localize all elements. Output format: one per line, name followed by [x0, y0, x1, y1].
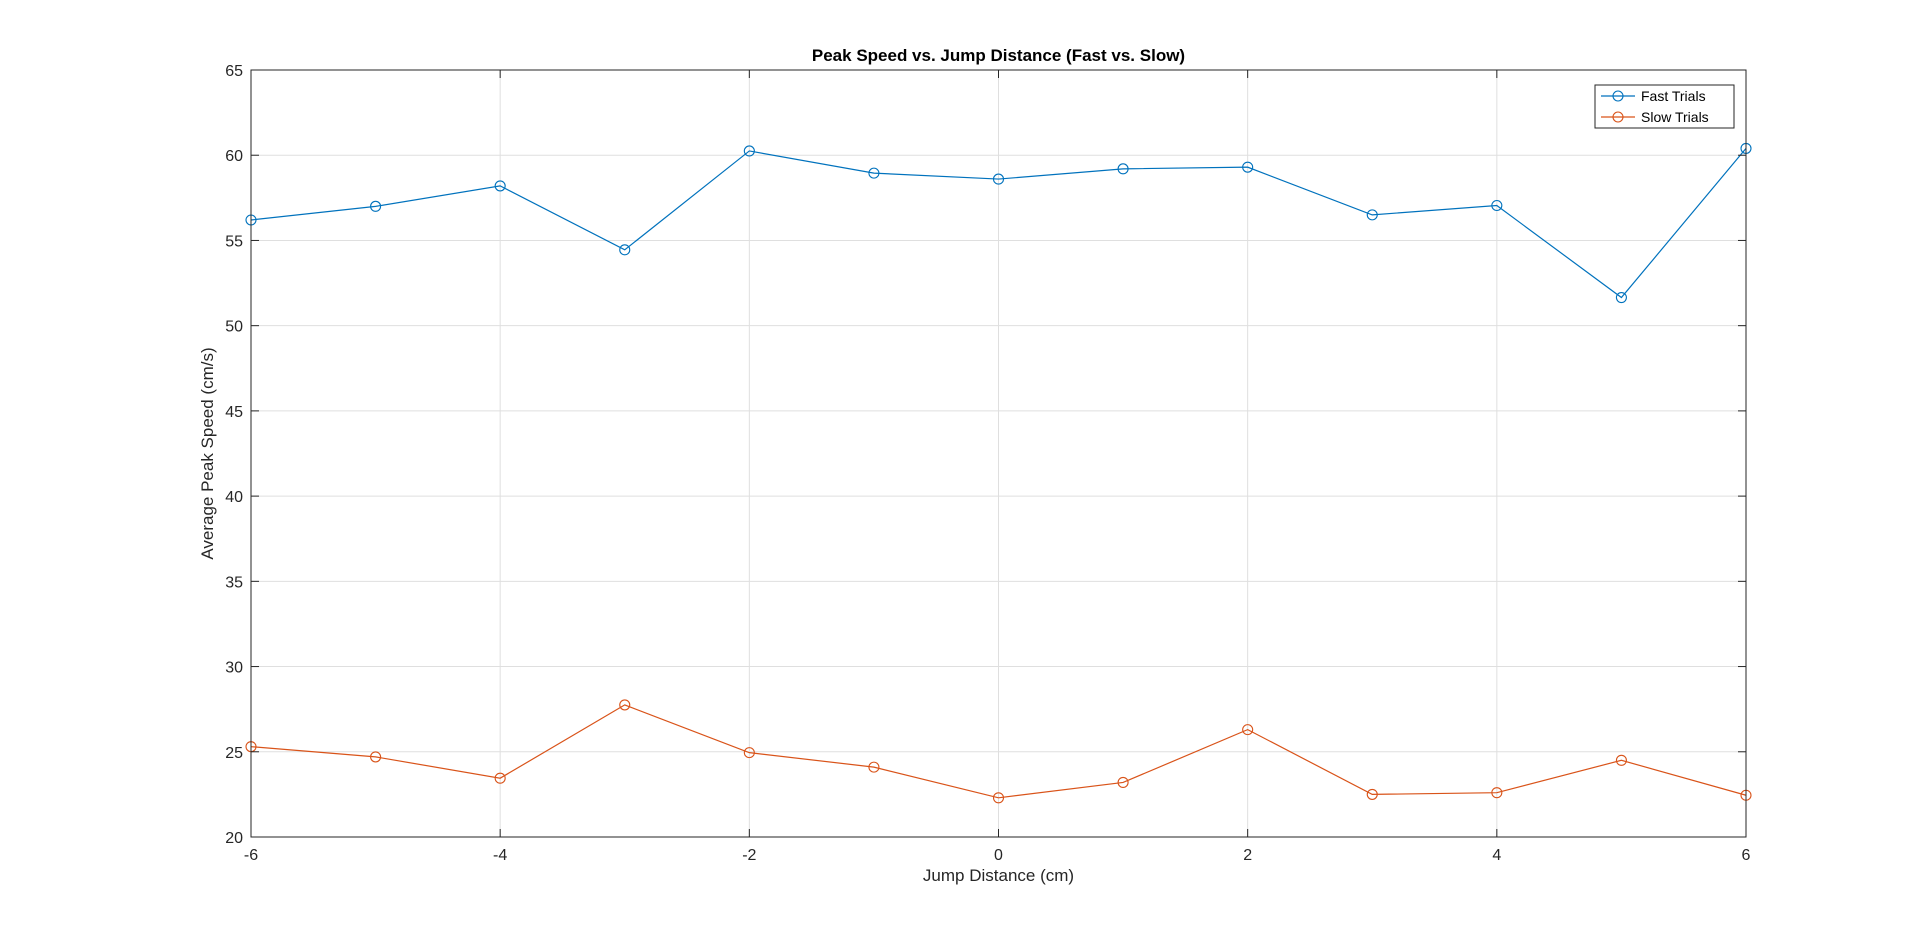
- data-point: [494, 772, 506, 784]
- data-point: [1615, 754, 1627, 766]
- y-tick-label: 35: [225, 574, 243, 591]
- series-fast: [245, 142, 1752, 304]
- data-point: [370, 751, 382, 763]
- legend[interactable]: Fast Trials Slow Trials: [1594, 84, 1735, 129]
- series-slow: [245, 699, 1752, 804]
- data-point: [1117, 776, 1129, 789]
- chart-title: Peak Speed vs. Jump Distance (Fast vs. S…: [812, 46, 1185, 65]
- legend-item[interactable]: Slow Trials: [1601, 109, 1709, 125]
- x-tick-label: -2: [742, 847, 756, 864]
- y-tick-label: 25: [225, 745, 243, 762]
- data-point: [1242, 724, 1254, 736]
- grid-lines: [250, 69, 1747, 838]
- x-tick-label: 0: [994, 847, 1003, 864]
- y-tick-label: 40: [225, 489, 243, 506]
- y-tick-label: 30: [225, 660, 243, 677]
- data-point: [1366, 788, 1378, 800]
- series-line: [250, 704, 1747, 799]
- data-point: [1491, 787, 1503, 799]
- data-point: [868, 761, 880, 773]
- data-point: [743, 145, 755, 157]
- data-point: [1242, 161, 1254, 173]
- data-point: [992, 173, 1005, 185]
- y-tick-label: 45: [225, 404, 243, 421]
- x-tick-label: 6: [1742, 847, 1751, 864]
- legend-marker: [1612, 111, 1624, 123]
- axis-ticks: [250, 69, 1747, 838]
- series-line: [250, 148, 1747, 299]
- data-series: [245, 142, 1752, 804]
- y-axis-label: Average Peak Speed (cm/s): [198, 347, 217, 559]
- data-point: [619, 699, 631, 711]
- data-point: [494, 180, 506, 192]
- y-tick-label: 60: [225, 148, 243, 165]
- y-tick-label: 20: [225, 830, 243, 847]
- legend-item[interactable]: Fast Trials: [1601, 88, 1706, 104]
- data-point: [1366, 209, 1378, 221]
- data-point: [868, 167, 880, 179]
- x-tick-label: -4: [493, 847, 507, 864]
- x-axis-label: Jump Distance (cm): [923, 866, 1074, 885]
- data-point: [1615, 291, 1627, 304]
- x-tick-label: 2: [1243, 847, 1252, 864]
- x-tick-label: 4: [1492, 847, 1501, 864]
- legend-label: Fast Trials: [1641, 88, 1706, 104]
- data-point: [1491, 199, 1503, 212]
- data-point: [992, 792, 1005, 804]
- legend-box: [1594, 84, 1735, 129]
- y-tick-label: 55: [225, 233, 243, 250]
- legend-label: Slow Trials: [1641, 109, 1709, 125]
- legend-marker: [1612, 90, 1624, 102]
- data-point: [743, 747, 755, 759]
- data-point: [370, 200, 382, 212]
- data-point: [619, 244, 631, 256]
- y-tick-label: 50: [225, 319, 243, 336]
- y-tick-label: 65: [225, 63, 243, 80]
- tick-labels: -6 -4 -2 0 2 4 6 20 25 30 35 40 45 50 55 60 65: [225, 63, 1750, 864]
- x-tick-label: -6: [244, 847, 258, 864]
- data-point: [1117, 163, 1129, 175]
